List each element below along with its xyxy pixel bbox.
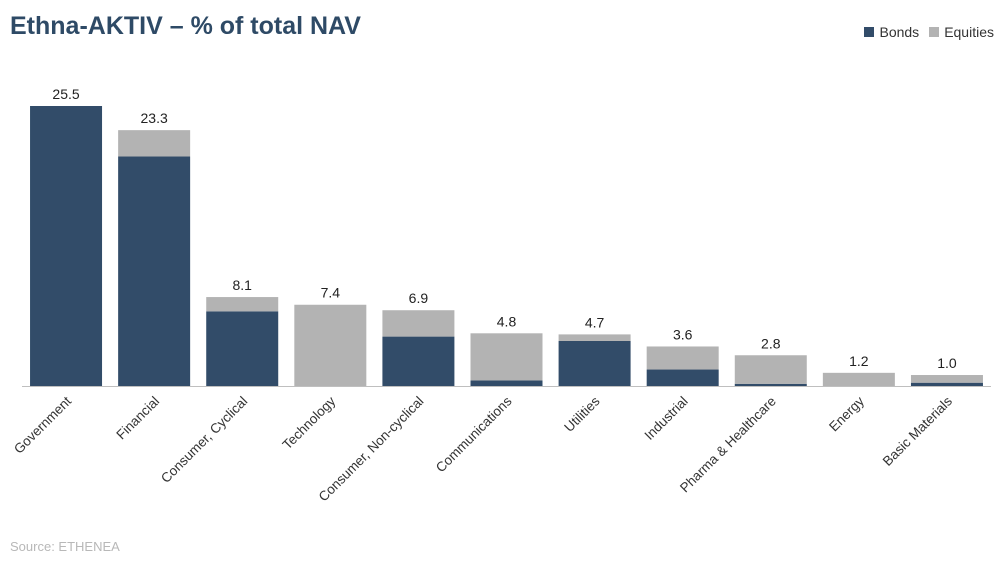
chart-title: Ethna-AKTIV – % of total NAV: [10, 12, 361, 40]
bar-bonds-10: [910, 382, 983, 386]
legend-item-bonds: Bonds: [864, 24, 919, 40]
category-label-1: Financial: [113, 394, 162, 443]
bar-bonds-7: [646, 369, 719, 386]
category-label-9: Energy: [826, 393, 867, 434]
data-label-10: 1.0: [937, 355, 957, 371]
data-label-5: 4.8: [497, 313, 517, 329]
bar-bonds-0: [30, 106, 103, 386]
legend-swatch-equities: [929, 27, 940, 37]
bar-bonds-2: [206, 311, 279, 386]
data-label-2: 8.1: [232, 277, 252, 293]
bar-equities-8: [734, 355, 807, 384]
legend-swatch-bonds: [864, 27, 875, 37]
category-label-8: Pharma & Healthcare: [677, 394, 779, 496]
bar-equities-1: [118, 130, 191, 157]
data-label-7: 3.6: [673, 326, 693, 342]
data-label-9: 1.2: [849, 353, 869, 369]
legend-item-equities: Equities: [929, 24, 994, 40]
bar-equities-2: [206, 297, 279, 312]
bar-equities-3: [294, 304, 367, 386]
bar-equities-4: [382, 310, 455, 337]
legend-label-bonds: Bonds: [879, 24, 920, 40]
category-label-3: Technology: [280, 393, 339, 452]
bar-bonds-4: [382, 336, 455, 386]
data-label-4: 6.9: [409, 290, 429, 306]
category-label-2: Consumer, Cyclical: [158, 394, 250, 486]
bar-bonds-8: [734, 383, 807, 386]
data-label-8: 2.8: [761, 335, 781, 351]
category-label-10: Basic Materials: [880, 393, 956, 469]
category-label-5: Communications: [433, 393, 515, 475]
data-label-0: 25.5: [52, 86, 79, 102]
bar-equities-10: [910, 375, 983, 383]
bar-bonds-5: [470, 380, 543, 386]
bar-equities-6: [558, 334, 631, 341]
bar-equities-7: [646, 346, 719, 370]
category-label-7: Industrial: [641, 394, 690, 443]
bar-equities-9: [822, 372, 895, 386]
bar-bonds-6: [558, 340, 631, 386]
data-label-1: 23.3: [141, 110, 168, 126]
bar-equities-5: [470, 333, 543, 381]
legend: Bonds Equities: [864, 24, 994, 40]
category-label-0: Government: [11, 393, 74, 456]
category-label-6: Utilities: [561, 393, 603, 435]
source-note: Source: ETHENEA: [10, 539, 120, 554]
data-label-6: 4.7: [585, 314, 605, 330]
legend-label-equities: Equities: [944, 24, 994, 40]
bar-bonds-1: [118, 156, 191, 386]
data-label-3: 7.4: [321, 285, 341, 301]
